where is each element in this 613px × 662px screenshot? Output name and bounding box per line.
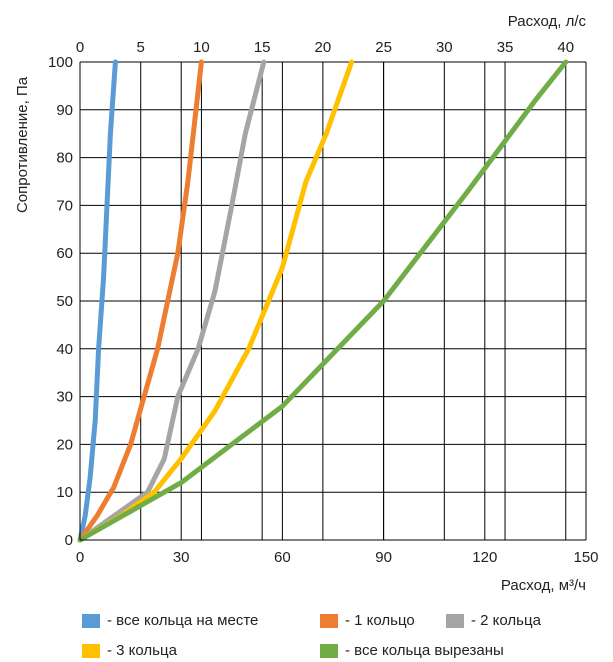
series-line-1 [77,59,204,543]
y-tick-label: 50 [56,293,73,310]
series-line-0 [77,59,118,543]
legend-item-series-0: - все кольца на месте [82,612,258,629]
legend-label: - 2 кольца [471,612,541,629]
x-axis-label: Расход, м³/ч [501,577,586,594]
x-tick-label: 60 [274,549,291,566]
y-tick-label: 100 [48,54,73,71]
x2-tick-label: 10 [193,39,210,56]
y-tick-label: 70 [56,197,73,214]
legend-label: - все кольца на месте [107,612,259,629]
legend-swatch [82,613,100,628]
y-tick-label: 40 [56,341,73,358]
x2-tick-label: 5 [137,39,145,56]
legend-label: - все кольца вырезаны [345,642,504,659]
x-tick-label: 30 [173,549,190,566]
x2-tick-label: 40 [557,39,574,56]
y-tick-label: 10 [56,484,73,501]
x2-tick-label: 35 [497,39,514,56]
legend-item-series-3: - 3 кольца [82,642,177,659]
legend-swatch [446,613,464,628]
y-tick-label: 20 [56,436,73,453]
series-line-3 [77,59,355,543]
legend-swatch [82,643,100,658]
y-tick-label: 60 [56,245,73,262]
legend-swatch [320,613,338,628]
y-tick-label: 80 [56,150,73,167]
x-tick-label: 120 [472,549,497,566]
legend-item-series-2: - 2 кольца [446,612,541,629]
y-axis-label: Сопротивление, Па [14,76,31,213]
series-line-4 [77,59,569,543]
legend-item-series-1: - 1 кольцо [320,612,415,629]
legend-swatch [320,643,338,658]
x2-tick-label: 20 [315,39,332,56]
x2-tick-label: 0 [76,39,84,56]
x-tick-label: 90 [375,549,392,566]
legend-label: - 3 кольца [107,642,177,659]
x2-tick-label: 30 [436,39,453,56]
x2-tick-label: 15 [254,39,271,56]
legend-label: - 1 кольцо [345,612,415,629]
series-line-2 [77,59,267,543]
y-tick-label: 0 [65,532,73,549]
x-tick-label: 0 [76,549,84,566]
x-tick-label: 150 [573,549,598,566]
series-layer [77,59,569,543]
x2-tick-label: 25 [375,39,392,56]
x2-axis-label: Расход, л/с [508,13,587,30]
legend-item-series-4: - все кольца вырезаны [320,642,504,659]
y-tick-label: 30 [56,389,73,406]
y-tick-label: 90 [56,102,73,119]
